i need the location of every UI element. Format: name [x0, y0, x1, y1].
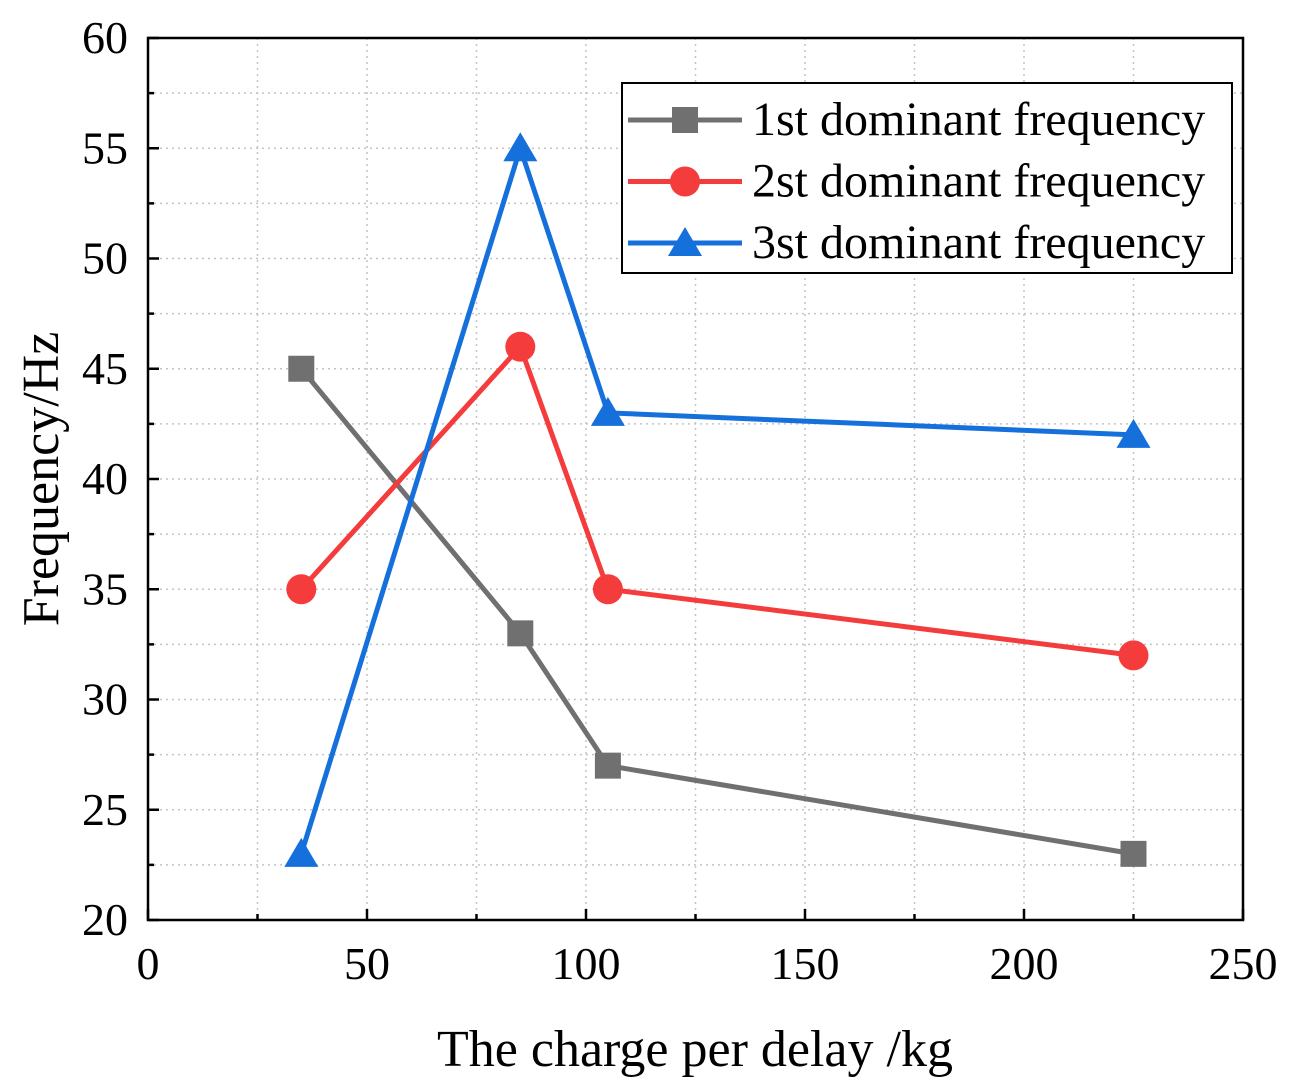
y-tick-label: 35 — [82, 563, 128, 614]
y-tick-label: 55 — [82, 122, 128, 173]
y-tick-label: 45 — [82, 343, 128, 394]
data-point-circle — [286, 574, 317, 605]
legend-entry-3: 3st dominant frequency — [628, 216, 1205, 269]
y-tick-label: 25 — [82, 784, 128, 835]
y-tick-label: 60 — [82, 12, 128, 63]
x-tick-label: 250 — [1209, 938, 1278, 989]
series-2 — [286, 331, 1149, 671]
legend-marker-triangle — [668, 227, 702, 256]
x-tick-label: 0 — [137, 938, 160, 989]
x-tick-label: 100 — [552, 938, 621, 989]
x-axis: 0 50 100 150 200 250 — [137, 909, 1278, 989]
y-tick-label: 20 — [82, 894, 128, 945]
data-point-square — [594, 752, 621, 779]
x-tick-label: 200 — [990, 938, 1059, 989]
data-point-triangle — [1116, 418, 1151, 448]
legend-marker-square — [672, 107, 698, 133]
legend-label: 3st dominant frequency — [752, 216, 1205, 269]
legend-entry-2: 2st dominant frequency — [628, 155, 1205, 208]
data-point-square — [507, 620, 534, 647]
data-point-circle — [592, 574, 623, 605]
series-line — [298, 140, 1134, 855]
x-tick-label: 50 — [344, 938, 390, 989]
data-point-triangle — [503, 132, 538, 162]
data-point-triangle — [590, 396, 625, 426]
y-tick-label: 30 — [82, 674, 128, 725]
y-axis: 20 25 30 35 40 45 50 55 60 — [82, 12, 159, 945]
legend-label: 2st dominant frequency — [752, 155, 1205, 208]
legend-entry-1: 1st dominant frequency — [628, 93, 1205, 146]
data-point-triangle — [284, 837, 319, 867]
legend-marker-circle — [670, 166, 700, 197]
data-point-square — [1120, 840, 1147, 867]
y-axis-label: Frequency/Hz — [13, 332, 70, 627]
y-tick-label: 50 — [82, 233, 128, 284]
data-point-square — [288, 355, 315, 382]
series-layer — [284, 132, 1151, 867]
x-axis-label: The charge per delay /kg — [437, 1021, 953, 1078]
legend-label: 1st dominant frequency — [752, 93, 1205, 146]
series-line — [299, 341, 1134, 658]
x-tick-label: 150 — [771, 938, 840, 989]
series-3 — [284, 132, 1151, 867]
data-point-circle — [1118, 640, 1149, 671]
y-tick-label: 40 — [82, 453, 128, 504]
data-point-circle — [505, 331, 536, 362]
legend: 1st dominant frequency 2st dominant frequ… — [621, 82, 1233, 274]
